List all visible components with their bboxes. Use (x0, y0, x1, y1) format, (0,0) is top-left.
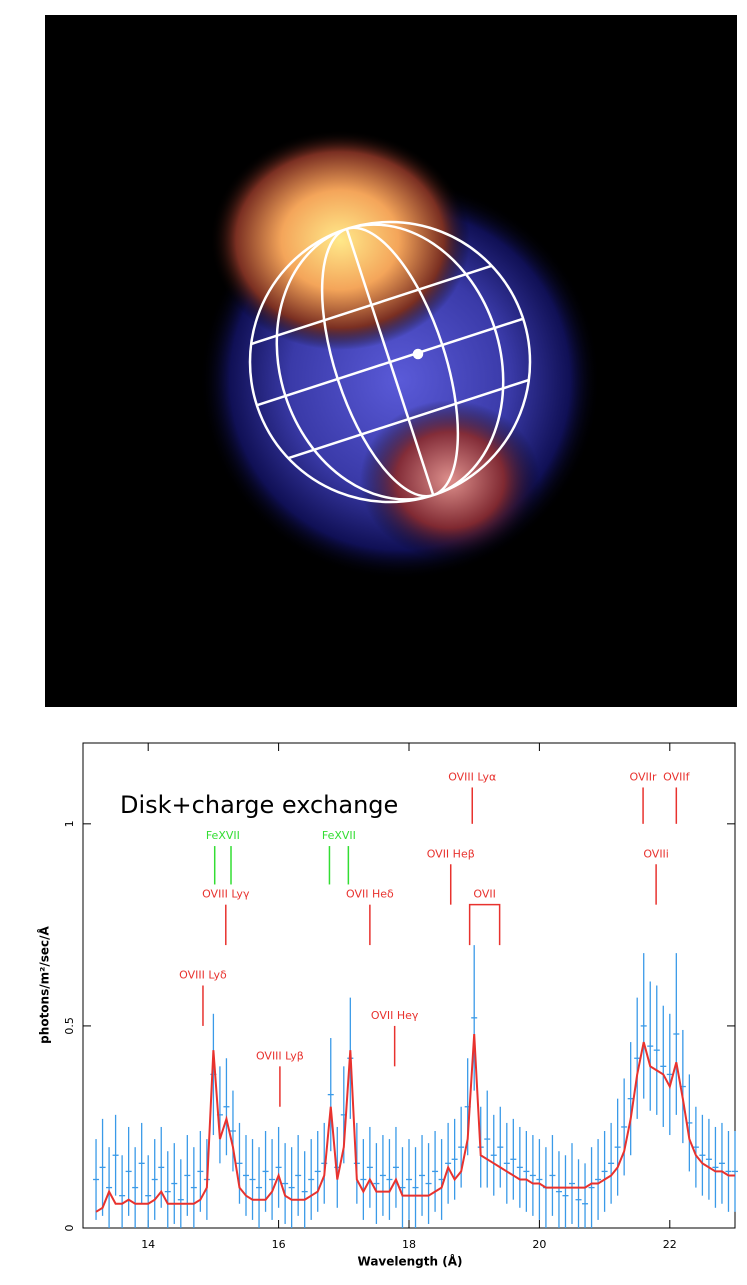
x-tick-label: 20 (532, 1238, 546, 1251)
parallel (246, 314, 534, 410)
annotation-label: OVIIr (630, 770, 657, 783)
x-tick-label: 18 (402, 1238, 416, 1251)
annotation-label: OVIII Lyδ (179, 969, 227, 982)
y-axis-label: photons/m²/sec/Å (37, 925, 52, 1043)
globe-limb (248, 220, 532, 504)
annotation-label: FeXVII (322, 829, 356, 842)
annotation-label: OVII Heδ (346, 888, 394, 901)
chart-title: Disk+charge exchange (120, 791, 398, 819)
parallel (228, 257, 515, 353)
parallel (265, 371, 552, 467)
annotation-label: OVIII Lyα (448, 770, 496, 783)
annotation-bracket (468, 903, 501, 946)
globe-wireframe (228, 220, 552, 504)
x-tick-label: 14 (141, 1238, 155, 1251)
annotation-label: OVIIf (663, 770, 690, 783)
annotation-label: FeXVII (206, 829, 240, 842)
y-tick-label: 0 (63, 1225, 76, 1232)
globe-center (412, 348, 424, 360)
model-line (95, 1033, 735, 1213)
y-tick-label: 1 (63, 820, 76, 827)
annotation-label: OVIII Lyβ (256, 1049, 304, 1062)
xray-image (45, 15, 737, 707)
annotation-label: OVIII Lyγ (202, 888, 250, 901)
x-tick-label: 16 (272, 1238, 286, 1251)
x-axis-label: Wavelength (Å) (358, 1254, 463, 1269)
y-tick-label: 0.5 (63, 1017, 76, 1035)
annotation-label: OVIIi (643, 847, 669, 860)
annotation-label: OVII Heγ (371, 1009, 419, 1022)
annotation-label: OVII (473, 888, 495, 901)
x-tick-label: 22 (663, 1238, 677, 1251)
annotation-label: OVII Heβ (427, 847, 475, 860)
